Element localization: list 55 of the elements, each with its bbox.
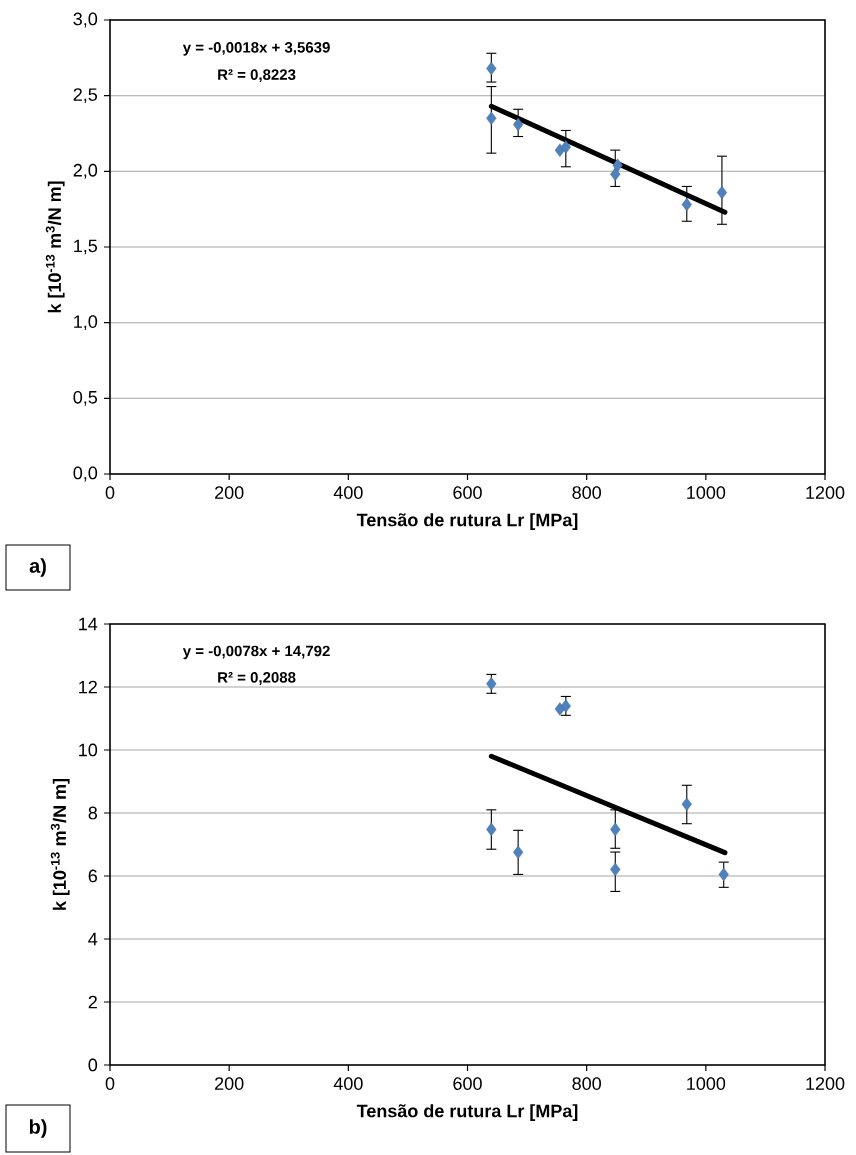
y-tick-label: 10: [79, 743, 98, 757]
x-tick-label: 1000: [687, 1077, 726, 1090]
x-tick-label: 0: [105, 486, 115, 499]
x-axis-title: Tensão de rutura Lr [MPa]: [356, 513, 578, 530]
point: [716, 185, 727, 200]
y-tick-label: 14: [79, 617, 98, 631]
y-axis-title: k [10$^{-13}$ m$^{3}$/N m]: [45, 181, 65, 313]
x-tick-label: 400: [333, 486, 363, 499]
point: [513, 845, 524, 860]
point: [486, 61, 497, 76]
y-tick-label: 6: [88, 869, 98, 883]
y-tick-label: 8: [88, 806, 98, 820]
y-tick-label: 12: [79, 680, 97, 694]
x-axis-title: Tensão de rutura Lr [MPa]: [356, 1104, 578, 1121]
x-tick-label: 200: [215, 486, 244, 499]
annotation: y = -0,0078x + 14,792: [182, 645, 330, 660]
y-tick-label: 0: [88, 1058, 98, 1072]
x-tick-label: 800: [572, 1077, 601, 1090]
x-tick-label: 200: [215, 1077, 244, 1090]
annotation: R² = 0,2088: [218, 672, 296, 685]
point: [718, 867, 729, 882]
x-tick-label: 400: [333, 1077, 363, 1090]
y-tick-label: 2,0: [73, 163, 98, 179]
point: [560, 140, 571, 154]
y-tick-label: 2,5: [73, 88, 98, 104]
point: [610, 167, 621, 182]
x-tick-label: 600: [453, 486, 482, 499]
point: [681, 797, 692, 811]
y-tick-label: 2: [88, 995, 97, 1009]
y-tick-label: 0,5: [73, 390, 98, 406]
x-tick-label: 1200: [806, 486, 845, 499]
y-tick-label: 1,0: [74, 315, 98, 331]
x-tick-label: 0: [105, 1077, 115, 1090]
point: [513, 117, 524, 132]
point: [681, 197, 692, 212]
point: [610, 862, 621, 877]
text: a): [29, 558, 46, 577]
point: [560, 699, 571, 713]
y-tick-label: 3,0: [73, 12, 98, 28]
annotation: y = -0,0018x + 3,5639: [182, 42, 330, 56]
x-tick-label: 800: [572, 486, 601, 499]
y-axis-title: k [10$^{-13}$ m$^{3}$/N m]: [50, 778, 70, 910]
text: b): [29, 1119, 47, 1138]
y-tick-label: 1,5: [74, 239, 98, 255]
x-tick-label: 1200: [806, 1077, 845, 1090]
x-tick-label: 600: [453, 1077, 482, 1090]
x-tick-label: 1000: [687, 486, 726, 499]
point: [486, 822, 497, 837]
annotation: R² = 0,8223: [218, 69, 296, 83]
point: [612, 158, 623, 172]
point: [486, 111, 497, 126]
point: [610, 822, 621, 837]
y-tick-label: 0,0: [73, 466, 98, 482]
y-tick-label: 4: [88, 932, 98, 946]
point: [486, 677, 497, 691]
